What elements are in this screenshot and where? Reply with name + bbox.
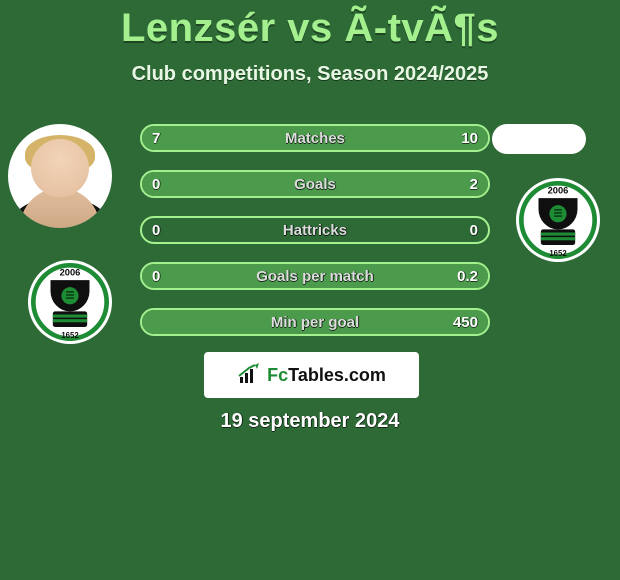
stat-value-right: 10	[461, 126, 478, 150]
club-badge-right: 2006 1652	[516, 178, 600, 262]
stat-row: 0Goals2	[140, 170, 490, 198]
stat-label: Goals per match	[142, 264, 488, 288]
stat-label: Min per goal	[142, 310, 488, 334]
brand-suffix: Tables.com	[288, 365, 386, 385]
stat-value-right: 0	[470, 218, 478, 242]
date-label: 19 september 2024	[0, 410, 620, 433]
player-left-photo	[8, 124, 112, 228]
stats-panel: 7Matches100Goals20Hattricks00Goals per m…	[140, 124, 490, 354]
badge-year-bottom: 1652	[61, 331, 79, 340]
comparison-infographic: Lenzsér vs Ã-tvÃ¶s Club competitions, Se…	[0, 0, 620, 580]
brand-badge: FcTables.com	[204, 352, 419, 398]
stat-label: Hattricks	[142, 218, 488, 242]
page-title: Lenzsér vs Ã-tvÃ¶s	[0, 0, 620, 51]
stat-value-right: 450	[453, 310, 478, 334]
chart-icon	[237, 363, 261, 387]
shield-icon: 2006 1652	[519, 181, 597, 259]
badge-year-top: 2006	[60, 267, 81, 277]
page-subtitle: Club competitions, Season 2024/2025	[0, 63, 620, 86]
stat-label: Goals	[142, 172, 488, 196]
badge-year-bottom: 1652	[549, 249, 567, 258]
placeholder-head	[31, 139, 89, 197]
stat-row: 0Goals per match0.2	[140, 262, 490, 290]
club-badge-left: 2006 1652	[28, 260, 112, 344]
stat-row: 7Matches10	[140, 124, 490, 152]
brand-prefix: Fc	[267, 365, 288, 385]
stat-row: Min per goal450	[140, 308, 490, 336]
stat-label: Matches	[142, 126, 488, 150]
shield-icon: 2006 1652	[31, 263, 109, 341]
brand-text: FcTables.com	[267, 365, 386, 386]
stat-value-right: 2	[470, 172, 478, 196]
stat-value-right: 0.2	[457, 264, 478, 288]
badge-year-top: 2006	[548, 185, 569, 195]
player-right-photo	[492, 124, 586, 154]
stat-row: 0Hattricks0	[140, 216, 490, 244]
